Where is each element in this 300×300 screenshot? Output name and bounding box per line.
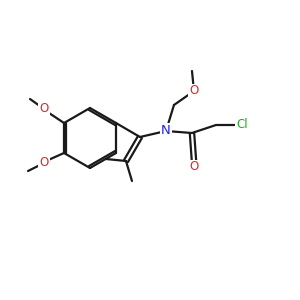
Text: O: O — [39, 157, 49, 169]
Text: O: O — [189, 85, 199, 98]
Text: N: N — [161, 124, 171, 137]
Text: O: O — [39, 103, 49, 116]
Text: Cl: Cl — [236, 118, 248, 131]
Text: O: O — [189, 160, 199, 173]
